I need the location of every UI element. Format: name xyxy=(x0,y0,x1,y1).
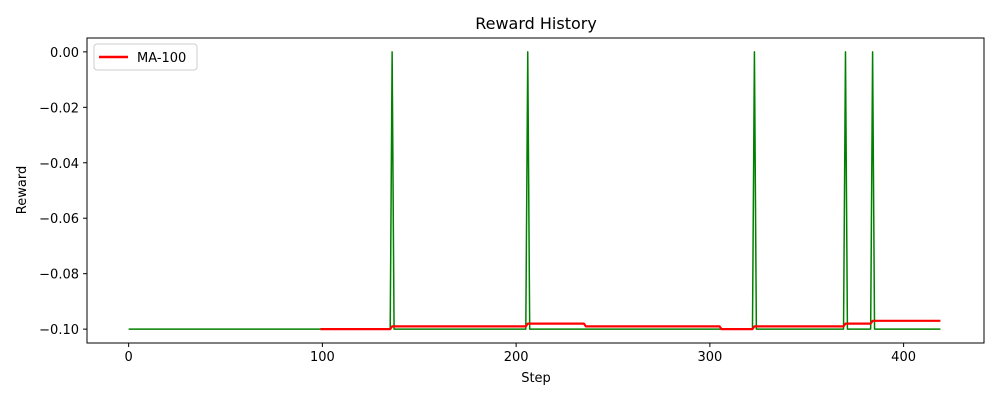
series-layer xyxy=(128,51,941,331)
y-tick-label: −0.02 xyxy=(39,101,79,116)
plot-frame xyxy=(86,37,985,344)
y-tick-label: −0.08 xyxy=(39,268,79,283)
legend-box xyxy=(93,43,198,71)
x-axis-label: Step xyxy=(521,371,551,386)
x-tick-label: 0 xyxy=(125,350,133,365)
x-tick-label: 400 xyxy=(891,350,916,365)
y-axis-label: Reward xyxy=(15,166,30,214)
y-tick-label: 0.00 xyxy=(50,46,79,61)
x-tick-label: 100 xyxy=(310,350,335,365)
y-tick-label: −0.04 xyxy=(39,157,79,172)
x-tick-label: 200 xyxy=(504,350,529,365)
legend: MA-100 xyxy=(93,43,198,71)
plot-area xyxy=(86,37,985,344)
y-tick-label: −0.06 xyxy=(39,212,79,227)
x-tick-label: 300 xyxy=(697,350,722,365)
y-axis-ticks: 0.00 −0.02 −0.04 −0.06 −0.08 −0.10 xyxy=(39,46,87,338)
legend-label-ma-100: MA-100 xyxy=(137,51,186,66)
series-line-reward xyxy=(128,51,941,330)
x-axis-ticks: 0 100 200 300 400 xyxy=(125,343,916,365)
series-line-ma-100 xyxy=(320,319,941,331)
chart-title: Reward History xyxy=(475,14,597,33)
y-tick-label: −0.10 xyxy=(39,323,79,338)
